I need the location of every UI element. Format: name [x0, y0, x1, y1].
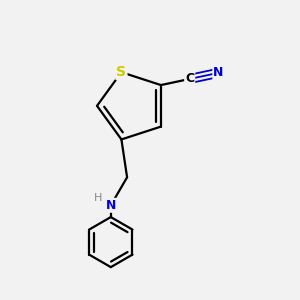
Text: C: C — [185, 72, 194, 86]
Text: H: H — [93, 193, 102, 203]
Text: N: N — [213, 66, 224, 79]
Text: N: N — [106, 199, 116, 212]
Text: S: S — [116, 65, 126, 79]
